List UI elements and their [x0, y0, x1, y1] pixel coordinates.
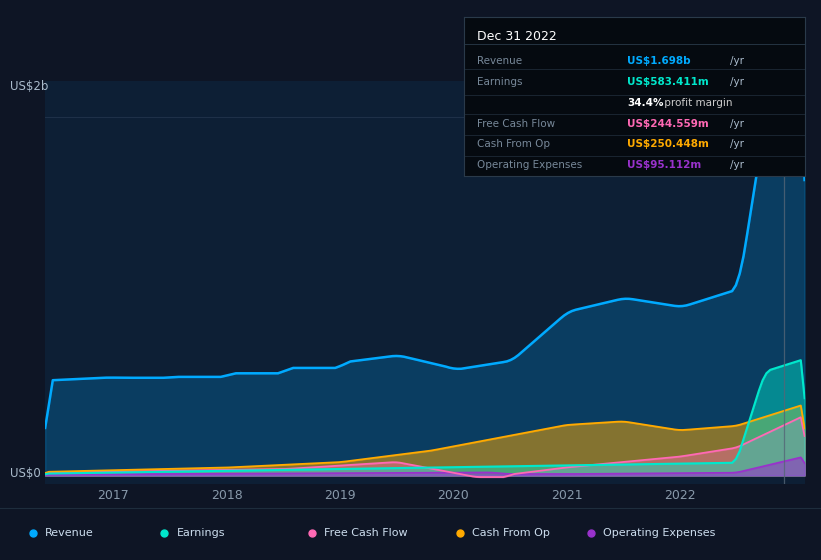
Text: US$2b: US$2b [10, 80, 48, 94]
Text: /yr: /yr [730, 139, 744, 150]
Text: Dec 31 2022: Dec 31 2022 [478, 30, 557, 43]
Text: profit margin: profit margin [662, 98, 733, 108]
Text: Free Cash Flow: Free Cash Flow [324, 529, 408, 538]
Text: Operating Expenses: Operating Expenses [603, 529, 716, 538]
Text: US$0: US$0 [10, 466, 40, 480]
Text: /yr: /yr [730, 160, 744, 170]
Text: Earnings: Earnings [478, 77, 523, 87]
Text: US$250.448m: US$250.448m [627, 139, 709, 150]
Text: Revenue: Revenue [45, 529, 94, 538]
Text: US$95.112m: US$95.112m [627, 160, 702, 170]
Text: Operating Expenses: Operating Expenses [478, 160, 583, 170]
Text: US$1.698b: US$1.698b [627, 57, 691, 67]
Text: /yr: /yr [730, 77, 744, 87]
Text: /yr: /yr [730, 57, 744, 67]
Text: Cash From Op: Cash From Op [472, 529, 550, 538]
Text: 34.4%: 34.4% [627, 98, 664, 108]
Text: /yr: /yr [730, 119, 744, 129]
Text: Earnings: Earnings [177, 529, 225, 538]
Text: US$244.559m: US$244.559m [627, 119, 709, 129]
Text: Free Cash Flow: Free Cash Flow [478, 119, 556, 129]
Text: US$583.411m: US$583.411m [627, 77, 709, 87]
Text: Revenue: Revenue [478, 57, 523, 67]
Text: Cash From Op: Cash From Op [478, 139, 551, 150]
